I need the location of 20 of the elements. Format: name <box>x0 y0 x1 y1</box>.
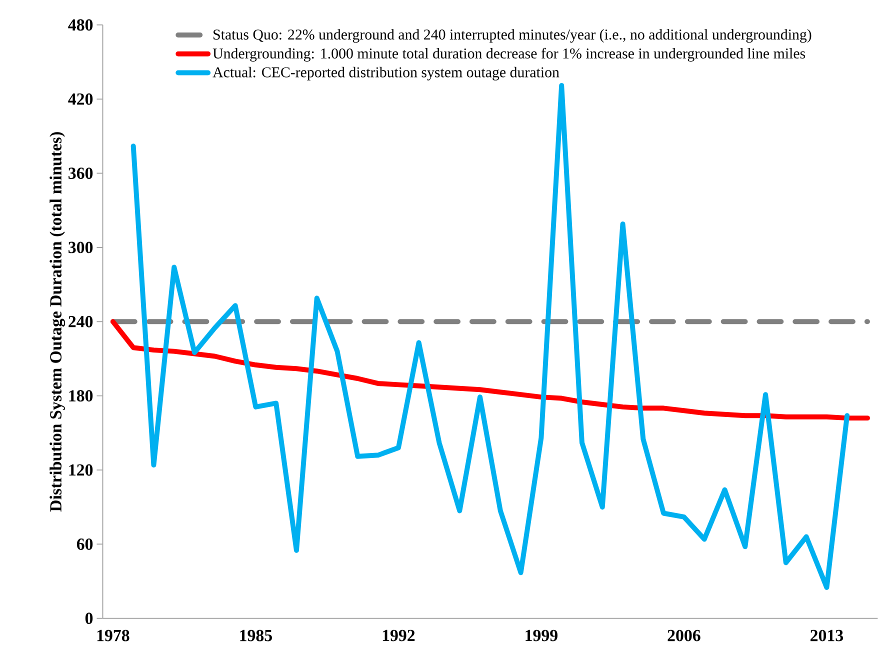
y-tick-label: 60 <box>76 538 93 550</box>
y-axis-title: Distribution System Outage Duration (total minutes) <box>50 132 66 512</box>
legend-label: Actual: CEC-reported distribution system outage duration <box>212 66 560 80</box>
y-tick-label: 0 <box>85 612 93 624</box>
y-tick-label: 480 <box>68 19 93 31</box>
x-tick-label: 1999 <box>526 630 558 642</box>
y-tick-label: 360 <box>68 167 93 179</box>
legend-label: Status Quo: 22% underground and 240 interrupted minutes/year (i.e., no additional undergrounding) <box>214 28 812 43</box>
y-tick-label: 180 <box>69 390 93 402</box>
line-series <box>130 82 850 590</box>
y-tick-label: 120 <box>69 464 93 476</box>
y-tick-label: 300 <box>68 242 93 254</box>
x-tick-label: 1978 <box>97 630 130 642</box>
x-tick-label: 1985 <box>240 630 272 642</box>
legend-label: Undergrounding: 1.000 minute total duration decrease for 1% increase in undergrounded line miles <box>212 48 806 62</box>
x-tick-label: 2006 <box>668 630 700 642</box>
x-tick-label: 2013 <box>810 630 844 642</box>
y-tick-label: 420 <box>68 93 93 105</box>
y-tick-label: 240 <box>68 316 93 328</box>
x-tick-label: 1992 <box>382 630 415 642</box>
